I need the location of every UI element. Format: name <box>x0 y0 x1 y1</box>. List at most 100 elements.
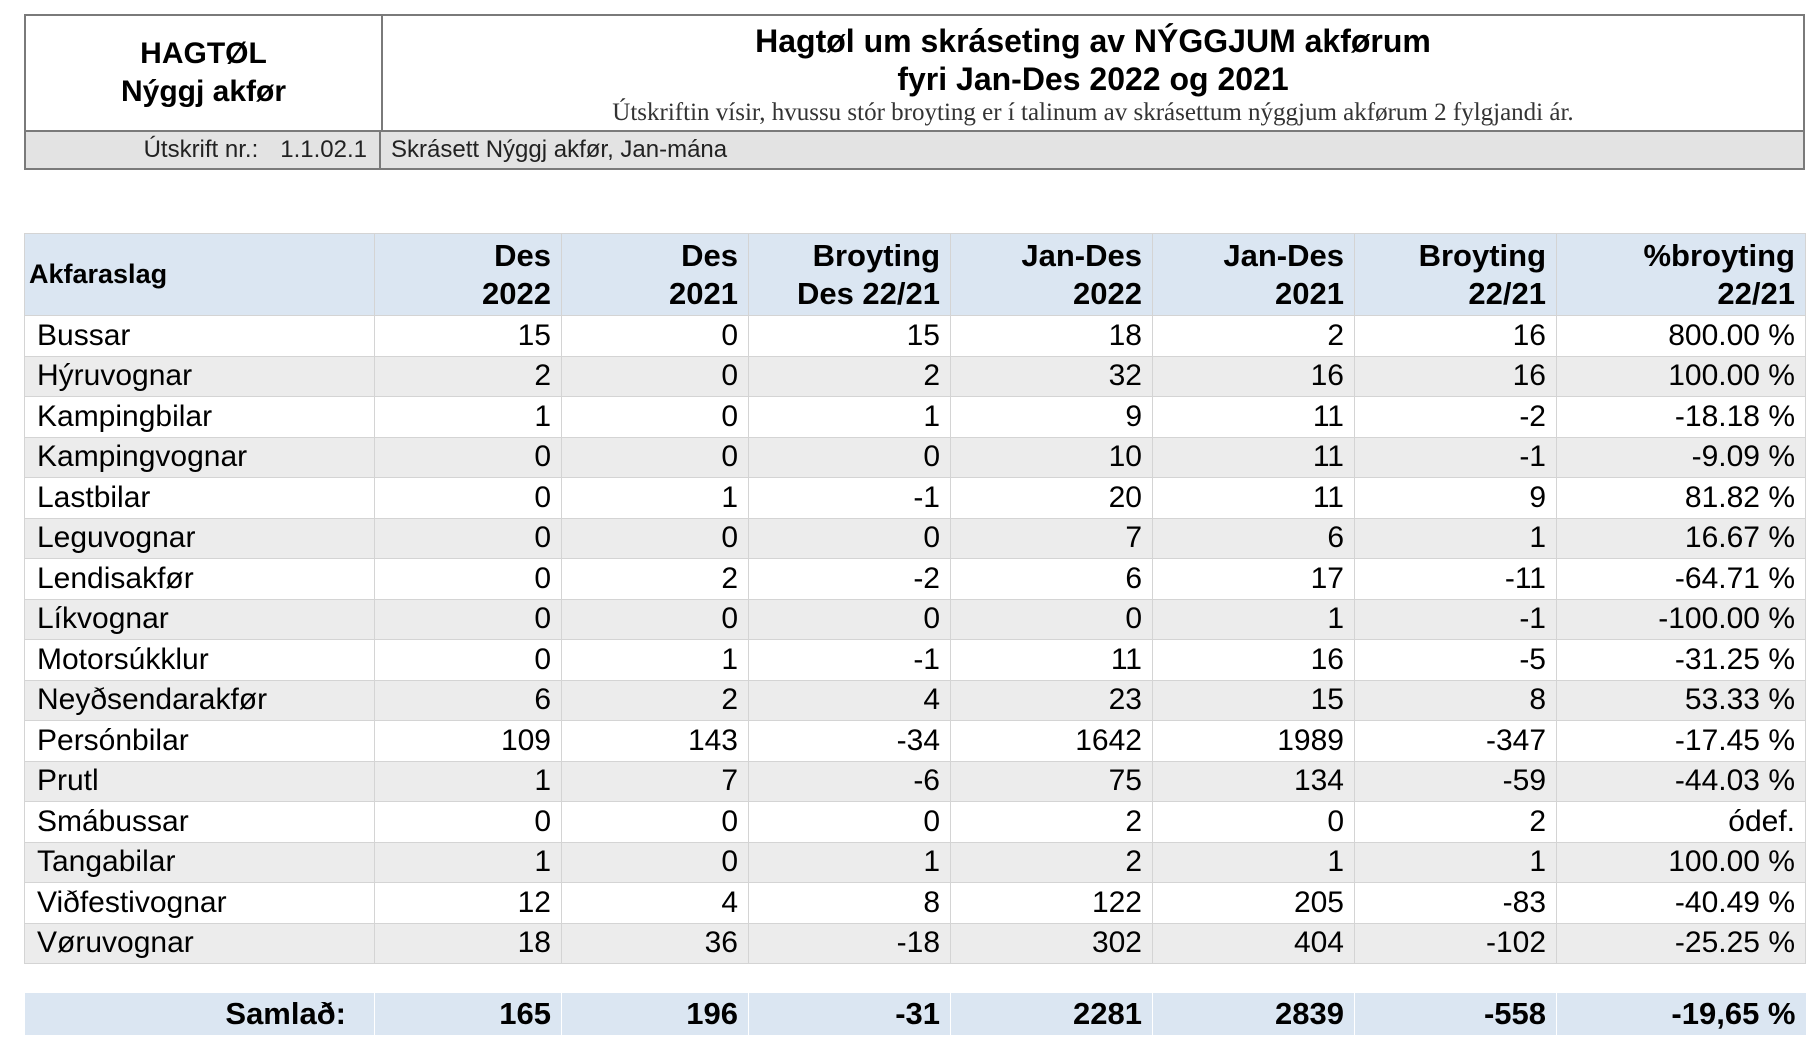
value-cell: -25.25 % <box>1556 922 1806 964</box>
value-cell: 0 <box>1152 801 1355 843</box>
vehicle-type-cell: Hýruvognar <box>24 355 375 397</box>
value-cell: 16.67 % <box>1556 517 1806 559</box>
report-title-line2: fyri Jan-Des 2022 og 2021 <box>897 61 1289 97</box>
value-cell: 75 <box>950 760 1153 802</box>
value-cell: 16 <box>1354 355 1557 397</box>
report-title-line1: Hagtøl um skráseting av NÝGGJUM akførum <box>755 23 1431 59</box>
table-row: Tangabilar 1 0 1 2 1 1 100.00 % <box>24 841 1806 883</box>
table-row: Smábussar 0 0 0 2 0 2 ódef. <box>24 801 1806 843</box>
vehicle-type-cell: Viðfestivognar <box>24 882 375 924</box>
value-cell: -2 <box>1354 396 1557 438</box>
value-cell: 1 <box>374 760 562 802</box>
vehicle-type-cell: Vøruvognar <box>24 922 375 964</box>
value-cell: 0 <box>561 801 749 843</box>
column-header: Jan-Des 2021 <box>1152 233 1355 316</box>
vehicle-type-cell: Lendisakfør <box>24 558 375 600</box>
table-row: Viðfestivognar 12 4 8 122 205 -83 -40.49 % <box>24 882 1806 924</box>
value-cell: 1 <box>748 841 951 883</box>
value-cell: 800.00 % <box>1556 315 1806 357</box>
value-cell: 0 <box>374 517 562 559</box>
total-cell: 2281 <box>950 993 1153 1035</box>
value-cell: -11 <box>1354 558 1557 600</box>
table-row: Vøruvognar 18 36 -18 302 404 -102 -25.25 % <box>24 922 1806 964</box>
value-cell: 18 <box>950 315 1153 357</box>
value-cell: 1 <box>1152 598 1355 640</box>
value-cell: 2 <box>561 679 749 721</box>
value-cell: ódef. <box>1556 801 1806 843</box>
vehicle-type-cell: Líkvognar <box>24 598 375 640</box>
total-cell: -19,65 % <box>1556 993 1806 1035</box>
value-cell: -31.25 % <box>1556 639 1806 681</box>
value-cell: -83 <box>1354 882 1557 924</box>
vehicle-type-cell: Persónbilar <box>24 720 375 762</box>
value-cell: 9 <box>1354 477 1557 519</box>
vehicle-registration-table: Akfaraslag Des 2022 Des 2021 Broyting Des 2… <box>24 233 1806 964</box>
value-cell: 11 <box>1152 396 1355 438</box>
value-cell: 2 <box>748 355 951 397</box>
vehicle-type-cell: Smábussar <box>24 801 375 843</box>
report-header: HAGTØL Nýggj akfør Hagtøl um skráseting … <box>24 14 1805 170</box>
value-cell: 2 <box>561 558 749 600</box>
value-cell: -5 <box>1354 639 1557 681</box>
value-cell: 0 <box>561 841 749 883</box>
header-top: HAGTØL Nýggj akfør Hagtøl um skráseting … <box>26 16 1803 132</box>
value-cell: 81.82 % <box>1556 477 1806 519</box>
vehicle-type-cell: Lastbilar <box>24 477 375 519</box>
value-cell: 0 <box>561 517 749 559</box>
total-label: Samlað: <box>24 993 375 1035</box>
value-cell: 17 <box>1152 558 1355 600</box>
table-row: Leguvognar 0 0 0 7 6 1 16.67 % <box>24 517 1806 559</box>
value-cell: 16 <box>1354 315 1557 357</box>
value-cell: 1 <box>748 396 951 438</box>
value-cell: 0 <box>748 517 951 559</box>
value-cell: 143 <box>561 720 749 762</box>
table-row: Lendisakfør 0 2 -2 6 17 -11 -64.71 % <box>24 558 1806 600</box>
header-left-line2: Nýggj akfør <box>120 75 287 108</box>
value-cell: 0 <box>748 801 951 843</box>
total-row: Samlað: 165 196 -31 2281 2839 -558 -19,6… <box>24 993 1806 1035</box>
value-cell: -6 <box>748 760 951 802</box>
value-cell: 0 <box>561 315 749 357</box>
column-header: Broyting Des 22/21 <box>748 233 951 316</box>
print-number-cell: Útskrift nr.: 1.1.02.1 <box>26 132 381 168</box>
value-cell: 32 <box>950 355 1153 397</box>
value-cell: 1 <box>374 396 562 438</box>
total-cell: 165 <box>374 993 562 1035</box>
header-right: Hagtøl um skráseting av NÝGGJUM akførum … <box>383 16 1803 130</box>
value-cell: 0 <box>748 436 951 478</box>
value-cell: 4 <box>561 882 749 924</box>
value-cell: 0 <box>374 477 562 519</box>
value-cell: 8 <box>1354 679 1557 721</box>
value-cell: 0 <box>374 436 562 478</box>
value-cell: -17.45 % <box>1556 720 1806 762</box>
vehicle-type-cell: Kampingbilar <box>24 396 375 438</box>
value-cell: 302 <box>950 922 1153 964</box>
value-cell: 6 <box>374 679 562 721</box>
value-cell: 109 <box>374 720 562 762</box>
value-cell: 6 <box>1152 517 1355 559</box>
column-header: Des 2022 <box>374 233 562 316</box>
vehicle-type-cell: Neyðsendarakfør <box>24 679 375 721</box>
value-cell: 15 <box>374 315 562 357</box>
value-cell: -9.09 % <box>1556 436 1806 478</box>
table-header-row: Akfaraslag Des 2022 Des 2021 Broyting Des 2… <box>24 233 1806 316</box>
report-subtitle: Útskriftin vísir, hvussu stór broyting e… <box>612 99 1574 126</box>
total-cell: 196 <box>561 993 749 1035</box>
value-cell: -1 <box>748 639 951 681</box>
value-cell: 0 <box>561 396 749 438</box>
table-row: Kampingbilar 1 0 1 9 11 -2 -18.18 % <box>24 396 1806 438</box>
value-cell: -44.03 % <box>1556 760 1806 802</box>
value-cell: 2 <box>374 355 562 397</box>
value-cell: 2 <box>1354 801 1557 843</box>
value-cell: 0 <box>374 598 562 640</box>
value-cell: -40.49 % <box>1556 882 1806 924</box>
value-cell: 9 <box>950 396 1153 438</box>
value-cell: -100.00 % <box>1556 598 1806 640</box>
value-cell: -1 <box>1354 436 1557 478</box>
value-cell: 1 <box>374 841 562 883</box>
value-cell: 16 <box>1152 355 1355 397</box>
value-cell: 15 <box>748 315 951 357</box>
table-row: Motorsúkklur 0 1 -1 11 16 -5 -31.25 % <box>24 639 1806 681</box>
print-description: Skrásett Nýggj akfør, Jan-mána <box>391 136 728 163</box>
value-cell: 18 <box>374 922 562 964</box>
